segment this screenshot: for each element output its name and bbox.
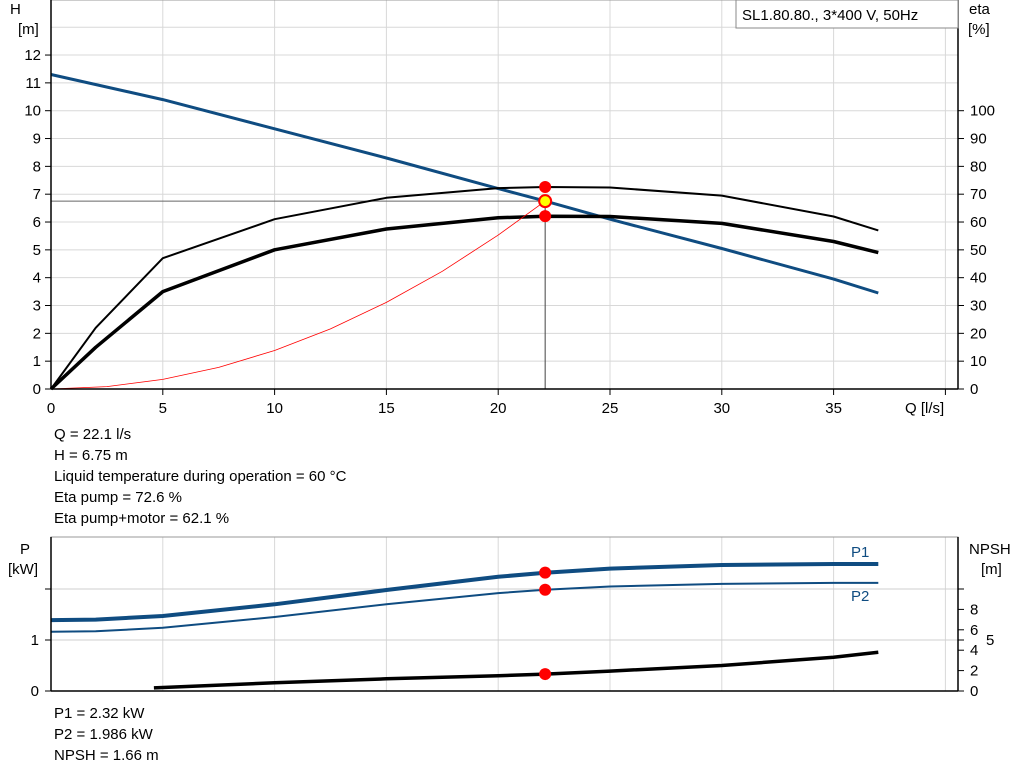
npsh-tick-label: 6 <box>970 622 978 639</box>
readout-eta-pump-motor: Eta pump+motor = 62.1 % <box>54 510 230 527</box>
readout-p2: P2 = 1.986 kW <box>54 726 153 743</box>
npsh-point <box>539 668 552 681</box>
npsh-tick-label: 0 <box>970 683 978 700</box>
npsh-tick-label: 5 <box>986 632 994 649</box>
p-axis-unit: [kW] <box>8 561 38 578</box>
h-tick-label: 11 <box>25 75 41 92</box>
system-curve <box>50 200 546 390</box>
eta-tick-label: 60 <box>970 214 987 231</box>
h-tick-label: 0 <box>33 381 41 398</box>
legend-text: SL1.80.80., 3*400 V, 50Hz <box>742 7 918 24</box>
h-tick-label: 12 <box>24 47 41 64</box>
eta-tick-label: 0 <box>970 381 978 398</box>
eta-axis-unit: [%] <box>968 21 990 38</box>
x-tick-label: 35 <box>825 400 842 417</box>
p2-series-label: P2 <box>851 588 869 605</box>
readout-temperature: Liquid temperature during operation = 60… <box>54 468 347 485</box>
eta-pump-curve <box>50 186 879 390</box>
eta-pump-point <box>539 180 552 193</box>
h-tick-label: 10 <box>24 103 41 120</box>
top-series <box>49 73 879 391</box>
x-tick-label: 25 <box>602 400 619 417</box>
p1-point <box>539 566 552 579</box>
p2-point <box>539 583 552 596</box>
q-axis-label: Q [l/s] <box>905 400 944 417</box>
h-tick-label: 3 <box>33 298 41 315</box>
eta-tick-label: 80 <box>970 158 987 175</box>
bottom-grid <box>51 537 958 691</box>
eta-pump-motor-curve <box>49 214 879 391</box>
readout-p1: P1 = 2.32 kW <box>54 705 145 722</box>
npsh-axis-unit: [m] <box>981 561 1002 578</box>
eta-tick-label: 90 <box>970 131 987 148</box>
h-tick-label: 1 <box>33 353 41 370</box>
h-tick-label: 4 <box>33 270 41 287</box>
p-axis-title: P <box>20 541 30 558</box>
bottom-readout: P1 = 2.32 kW P2 = 1.986 kW NPSH = 1.66 m <box>54 703 159 766</box>
eta-tick-label: 100 <box>970 103 995 120</box>
npsh-axis-title: NPSH <box>969 541 1011 558</box>
p1-curve <box>50 562 879 623</box>
x-tick-label: 10 <box>266 400 283 417</box>
eta-pump-motor-point <box>539 210 552 223</box>
h-axis-title: H <box>10 1 21 18</box>
eta-tick-label: 50 <box>970 242 987 259</box>
eta-tick-label: 40 <box>970 270 987 287</box>
readout-eta-pump: Eta pump = 72.6 % <box>54 489 182 506</box>
h-tick-label: 5 <box>33 242 41 259</box>
readout-h: H = 6.75 m <box>54 447 128 464</box>
top-readout: Q = 22.1 l/s H = 6.75 m Liquid temperatu… <box>54 424 346 529</box>
npsh-tick-label: 8 <box>970 601 978 618</box>
h-tick-label: 2 <box>33 325 41 342</box>
p-tick-label: 1 <box>31 632 39 649</box>
top-grid <box>51 0 958 389</box>
h-tick-label: 7 <box>33 186 41 203</box>
p2-curve <box>50 581 879 633</box>
readout-npsh: NPSH = 1.66 m <box>54 747 159 764</box>
axes: 0 5 10 15 20 25 30 3501234567891011120102030405… <box>24 0 995 700</box>
h-axis-unit: [m] <box>18 21 39 38</box>
legend-box: SL1.80.80., 3*400 V, 50Hz <box>735 0 959 29</box>
npsh-curve <box>153 650 879 690</box>
x-tick-label: 20 <box>490 400 507 417</box>
h-tick-label: 9 <box>33 131 41 148</box>
readout-q: Q = 22.1 l/s <box>54 426 132 443</box>
p1-series-label: P1 <box>851 544 869 561</box>
x-tick-label: 0 <box>47 400 55 417</box>
eta-tick-label: 10 <box>970 353 987 370</box>
eta-tick-label: 70 <box>970 186 987 203</box>
eta-tick-label: 20 <box>970 325 987 342</box>
eta-axis-title: eta <box>969 1 991 18</box>
h-tick-label: 6 <box>33 214 41 231</box>
x-tick-label: 15 <box>378 400 395 417</box>
eta-tick-label: 30 <box>970 298 987 315</box>
npsh-tick-label: 2 <box>970 663 978 680</box>
operating-point <box>538 194 553 209</box>
x-tick-label: 30 <box>713 400 730 417</box>
bottom-series <box>50 562 879 690</box>
p-tick-label: 0 <box>31 683 39 700</box>
h-tick-label: 8 <box>33 158 41 175</box>
x-tick-label: 5 <box>159 400 167 417</box>
system-h-curve <box>50 73 879 295</box>
npsh-tick-label: 4 <box>970 642 978 659</box>
